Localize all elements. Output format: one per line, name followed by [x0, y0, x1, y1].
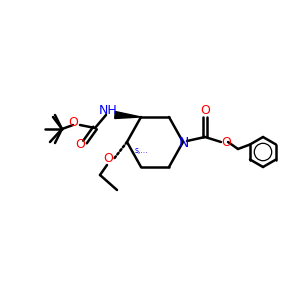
Text: O: O	[200, 103, 210, 116]
Text: O: O	[75, 139, 85, 152]
Text: O: O	[103, 152, 113, 166]
Text: s,...: s,...	[134, 146, 148, 154]
Polygon shape	[115, 112, 141, 118]
Text: N: N	[179, 136, 189, 150]
Text: NH: NH	[99, 104, 117, 118]
Text: O: O	[221, 136, 231, 149]
Text: O: O	[68, 116, 78, 130]
